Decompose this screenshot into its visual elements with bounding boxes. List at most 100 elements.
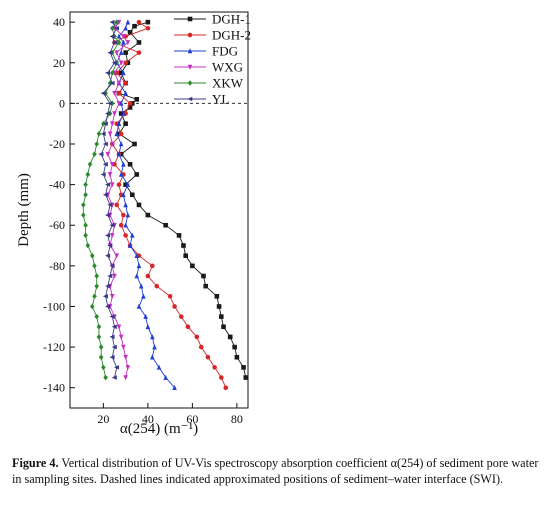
data-point-fdg — [145, 323, 151, 330]
series-line-dgh-2 — [111, 21, 227, 388]
data-point-xkw — [92, 263, 97, 269]
data-point-fdg — [130, 232, 135, 238]
data-point-wxg — [114, 50, 120, 56]
data-point-wxg — [112, 273, 117, 279]
data-point-yl — [113, 365, 120, 370]
data-point-dgh-2 — [172, 304, 177, 309]
legend-marker-xkw — [187, 80, 193, 86]
data-point-fdg — [163, 374, 168, 380]
data-point-fdg — [127, 242, 133, 248]
data-point-xkw — [101, 364, 106, 371]
data-point-dgh-1 — [241, 365, 246, 370]
data-point-dgh-2 — [194, 334, 200, 340]
data-point-yl — [105, 70, 111, 76]
data-point-yl — [109, 314, 115, 319]
data-point-wxg — [109, 182, 115, 188]
data-point-dgh-1 — [134, 172, 140, 177]
data-point-xkw — [85, 171, 91, 178]
data-point-dgh-2 — [167, 294, 173, 299]
data-point-yl — [105, 253, 111, 258]
data-point-dgh-1 — [203, 283, 209, 289]
data-point-dgh-1 — [219, 314, 224, 319]
x-tick-label: 20 — [97, 412, 109, 426]
data-point-yl — [111, 60, 117, 66]
data-point-yl — [105, 233, 111, 238]
data-point-xkw — [94, 283, 99, 289]
data-point-dgh-2 — [145, 273, 151, 279]
data-point-yl — [102, 294, 108, 299]
data-point-dgh-2 — [219, 375, 224, 380]
data-point-wxg — [118, 60, 124, 66]
caption-text: Vertical distribution of UV-Vis spectros… — [12, 456, 539, 486]
y-tick-label: -80 — [49, 259, 65, 273]
data-point-wxg — [121, 34, 126, 40]
data-point-yl — [102, 121, 108, 126]
data-point-yl — [109, 334, 115, 340]
legend-marker-fdg — [187, 48, 193, 54]
data-point-xkw — [96, 334, 102, 340]
x-tick-label: 60 — [186, 412, 198, 426]
data-point-dgh-1 — [123, 50, 128, 55]
data-point-wxg — [121, 344, 126, 350]
data-point-fdg — [123, 25, 128, 31]
data-point-wxg — [109, 233, 115, 239]
y-tick-label: -20 — [49, 137, 65, 151]
data-point-fdg — [121, 110, 126, 116]
data-point-xkw — [83, 191, 88, 198]
data-point-wxg — [118, 334, 124, 340]
data-point-fdg — [123, 90, 128, 96]
data-point-yl — [100, 172, 106, 177]
series-line-yl — [100, 21, 118, 378]
data-point-dgh-1 — [136, 40, 142, 45]
x-axis-label: α(254) (m⁻¹) — [120, 421, 198, 437]
data-point-yl — [111, 40, 117, 45]
series-layer — [81, 19, 249, 390]
data-point-dgh-2 — [198, 344, 204, 350]
data-point-fdg — [150, 334, 155, 340]
data-point-fdg — [125, 212, 131, 218]
y-tick-label: 40 — [53, 15, 65, 29]
data-point-xkw — [83, 181, 88, 188]
legend-marker-yl — [187, 96, 193, 102]
axis-ticks: 20 40 60 80 40 20 0 -20 -40 -60 -80 -100 -120 -140 — [43, 15, 243, 426]
data-point-dgh-1 — [127, 162, 133, 167]
data-point-wxg — [112, 111, 117, 117]
data-point-yl — [102, 141, 108, 147]
y-axis-label: Depth (mm) — [16, 173, 32, 247]
data-point-dgh-2 — [116, 90, 122, 96]
data-point-dgh-1 — [163, 222, 168, 228]
data-point-xkw — [94, 141, 99, 147]
data-point-fdg — [121, 191, 126, 198]
data-point-wxg — [116, 101, 122, 107]
data-point-fdg — [116, 120, 122, 126]
data-point-dgh-1 — [232, 344, 237, 350]
data-point-wxg — [107, 172, 113, 178]
data-point-fdg — [136, 303, 142, 309]
data-point-wxg — [116, 324, 122, 330]
data-point-yl — [109, 34, 115, 39]
figure-caption: Figure 4. Vertical distribution of UV-Vi… — [12, 456, 546, 487]
data-point-dgh-1 — [201, 273, 206, 279]
data-point-dgh-1 — [214, 294, 220, 299]
data-point-fdg — [150, 354, 155, 360]
legend-label-dgh-2: DGH-2 — [212, 28, 251, 43]
data-point-yl — [111, 344, 117, 350]
data-point-dgh-1 — [132, 141, 137, 147]
data-point-yl — [100, 131, 106, 137]
data-point-dgh-1 — [216, 304, 222, 309]
data-point-yl — [109, 19, 115, 25]
data-point-dgh-1 — [132, 23, 137, 29]
data-point-dgh-1 — [227, 334, 233, 340]
data-point-fdg — [134, 252, 140, 258]
data-point-xkw — [96, 323, 102, 330]
data-point-dgh-2 — [116, 182, 122, 187]
data-point-fdg — [134, 273, 140, 279]
data-point-wxg — [112, 90, 117, 97]
data-point-xkw — [89, 252, 95, 259]
data-point-yl — [109, 354, 115, 360]
y-tick-label: -100 — [43, 299, 65, 313]
data-point-yl — [102, 192, 108, 198]
data-point-xkw — [98, 344, 104, 350]
data-point-xkw — [92, 293, 97, 300]
